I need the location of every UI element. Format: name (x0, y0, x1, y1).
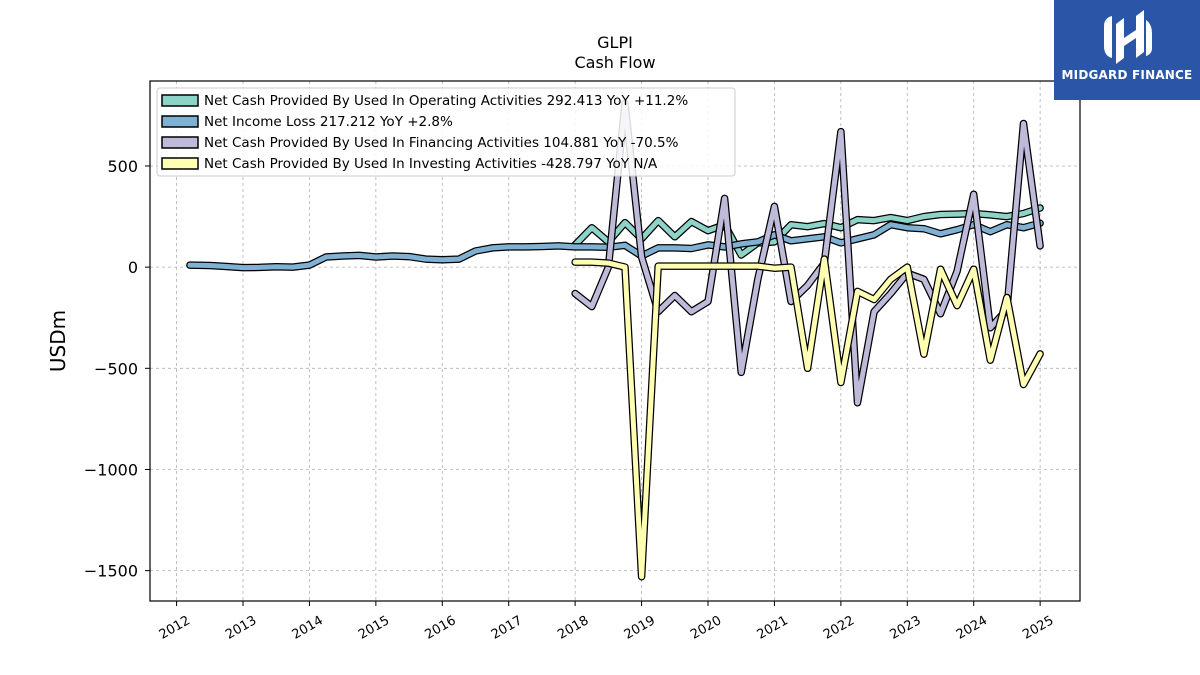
chart-title: GLPI (597, 33, 633, 52)
legend-swatch (161, 157, 199, 170)
x-tick-label: 2018 (555, 613, 591, 643)
chart-subtitle: Cash Flow (574, 53, 655, 72)
x-tick-label: 2020 (688, 613, 724, 643)
legend-entry: Net Cash Provided By Used In Investing A… (204, 156, 658, 172)
y-tick-label: 500 (107, 157, 138, 176)
x-tick-label: 2015 (356, 613, 392, 643)
plot-frame (149, 80, 1081, 602)
x-tick-label: 2013 (223, 613, 259, 643)
midgard-logo-icon (1104, 10, 1152, 64)
x-tick-label: 2014 (290, 613, 326, 643)
x-tick-label: 2021 (755, 613, 791, 643)
legend-swatch (161, 94, 199, 107)
legend-entry: Net Cash Provided By Used In Financing A… (204, 135, 679, 151)
legend-entry: Net Cash Provided By Used In Operating A… (204, 93, 688, 109)
legend-box (156, 87, 736, 177)
series-line-core (572, 205, 1043, 258)
series-line-core (572, 256, 1043, 580)
y-tick-label: −1500 (84, 562, 138, 581)
legend-swatch (161, 136, 199, 149)
y-tick-label: −500 (94, 359, 138, 378)
brand-logo: MIDGARD FINANCE (1054, 0, 1200, 100)
x-tick-label: 2022 (821, 613, 857, 643)
series-2-line (571, 99, 1044, 407)
x-tick-label: 2024 (954, 613, 990, 643)
x-tick-label: 2016 (422, 613, 458, 643)
series-line-core (187, 220, 1043, 271)
x-tick-label: 2019 (622, 613, 658, 643)
x-tick-label: 2023 (887, 613, 923, 643)
series-line-core (572, 100, 1043, 406)
legend-entry: Net Income Loss 217.212 YoY +2.8% (204, 114, 453, 130)
y-axis-label: USDm (46, 310, 70, 372)
legend: Net Cash Provided By Used In Operating A… (156, 87, 736, 177)
series-0-line (571, 204, 1044, 259)
x-tick-label: 2012 (157, 613, 193, 643)
legend-swatch (161, 115, 199, 128)
y-tick-label: −1000 (84, 460, 138, 479)
series-lines (186, 99, 1044, 581)
y-tick-label: 0 (128, 258, 138, 277)
x-tick-label: 2017 (489, 613, 525, 643)
series-3-line (571, 255, 1044, 581)
brand-name: MIDGARD FINANCE (1061, 68, 1193, 82)
x-tick-label: 2025 (1020, 613, 1056, 643)
series-1-line (186, 219, 1044, 272)
